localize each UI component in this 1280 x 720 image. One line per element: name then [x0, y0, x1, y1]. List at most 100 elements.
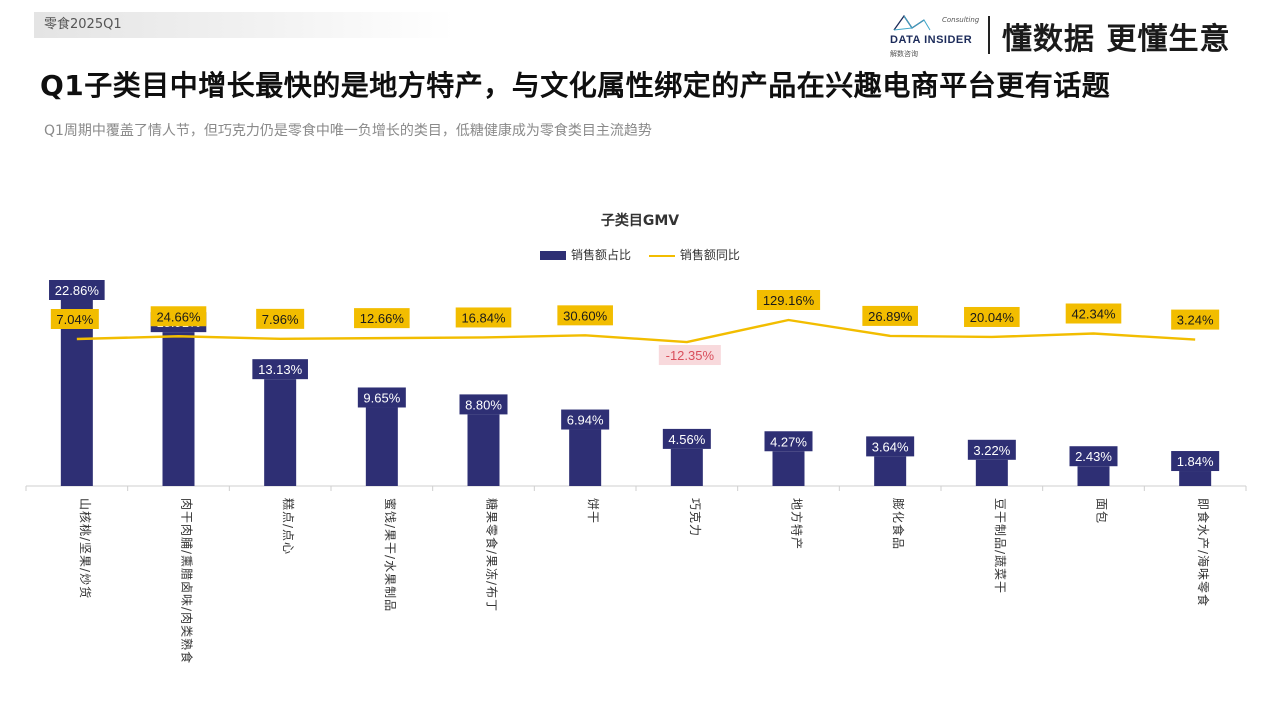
bar-data-label: 3.22% — [967, 439, 1016, 460]
bar-share — [365, 407, 398, 486]
line-data-label: 24.66% — [150, 306, 207, 327]
bar-share — [1077, 466, 1110, 486]
bar-data-label-text: 3.64% — [872, 439, 909, 454]
x-tick-label: 豆干制品/蔬菜干 — [993, 498, 1007, 594]
bar-data-label-text: 8.80% — [465, 397, 502, 412]
line-data-label-text: 20.04% — [970, 310, 1015, 325]
line-data-label: 30.60% — [557, 305, 613, 326]
report-tag: 零食2025Q1 — [34, 12, 454, 38]
page-subtitle: Q1周期中覆盖了情人节，但巧克力仍是零食中唯一负增长的类目，低糖健康成为零食类目… — [44, 123, 652, 139]
line-data-label-bg — [862, 305, 918, 326]
line-data-label-bg — [756, 290, 821, 310]
x-tick-label: 蜜饯/果干/水果制品 — [383, 498, 398, 612]
line-data-label: 3.24% — [1171, 309, 1220, 330]
x-tick-label: 膨化食品 — [891, 498, 906, 550]
chart-legend: 销售额占比 销售额同比 — [540, 246, 754, 263]
bar-share — [1179, 471, 1212, 486]
bar-data-label-text: 9.65% — [363, 390, 400, 405]
brand-name: DATA INSIDER — [890, 34, 973, 46]
line-data-label-bg — [1065, 303, 1122, 324]
bar-share — [467, 414, 500, 486]
bar-data-label-text: 13.13% — [258, 362, 303, 377]
bar-data-label: 13.13% — [252, 359, 308, 380]
bar-data-label-text: 4.56% — [668, 432, 705, 447]
x-tick-label: 糕点/点心 — [281, 498, 295, 555]
bar-data-label: 1.84% — [1171, 451, 1220, 472]
line-data-label-bg — [557, 305, 613, 326]
bar-data-label-bg — [1069, 446, 1118, 467]
bar-data-label: 6.94% — [561, 409, 610, 430]
x-tick-label: 山核桃/坚果/炒货 — [78, 498, 93, 599]
bar-share — [772, 451, 805, 486]
bar-data-label-bg — [1171, 451, 1220, 472]
chart-title: 子类目GMV — [600, 213, 680, 229]
line-data-label: 42.34% — [1065, 303, 1122, 324]
line-data-label-text: 24.66% — [156, 309, 201, 324]
bar-data-label-bg — [459, 394, 508, 415]
line-data-label-text: 30.60% — [563, 308, 608, 323]
line-data-label: 12.66% — [354, 308, 410, 329]
x-tick-label: 糖果零食/果冻/布丁 — [485, 498, 500, 612]
bar-data-label-text: 2.43% — [1075, 449, 1112, 464]
brand-header: Consulting DATA INSIDER 解数咨询 懂数据 更懂生意 — [890, 12, 1250, 58]
line-data-label-bg — [964, 306, 1020, 327]
bar-data-label-bg — [561, 409, 610, 430]
line-data-label-text: 12.66% — [360, 311, 405, 326]
line-data-label-text: 129.16% — [763, 293, 815, 308]
bar-data-label-text: 3.22% — [973, 443, 1010, 458]
bar-data-label-bg — [252, 359, 308, 380]
brand-slogan: 懂数据 更懂生意 — [1002, 22, 1231, 57]
line-data-label-text: 42.34% — [1071, 307, 1116, 322]
line-data-label-bg — [50, 309, 99, 329]
line-data-label-negative-text: -12.35% — [666, 348, 715, 363]
x-tick-label: 肉干肉脯/熏腊卤味/肉类熟食 — [180, 498, 195, 664]
line-data-label: 129.16% — [756, 290, 821, 310]
bar-data-label: 22.86% — [49, 280, 105, 300]
legend-item-share: 销售额占比 — [540, 246, 631, 263]
line-data-label-text: 16.84% — [461, 310, 506, 325]
x-tick-label: 饼干 — [586, 498, 600, 524]
line-data-label-negative: -12.35% — [658, 345, 721, 366]
legend-label-share: 销售额占比 — [571, 248, 632, 262]
x-tick-label: 面包 — [1095, 498, 1109, 524]
data-insider-logo-icon — [893, 14, 931, 31]
line-data-label: 7.04% — [50, 309, 99, 329]
line-data-label-text: 3.24% — [1177, 313, 1214, 328]
bar-share — [670, 448, 703, 486]
x-tick-label: 地方特产 — [790, 498, 805, 550]
line-data-label-text: 7.96% — [262, 312, 299, 327]
bar-data-label: 2.43% — [1069, 446, 1118, 467]
legend-bar-swatch — [540, 251, 566, 260]
brand-cn-name: 解数咨询 — [890, 50, 918, 58]
bar-data-label: 9.65% — [357, 387, 406, 408]
line-data-label-bg — [150, 306, 207, 327]
page-title: Q1子类目中增长最快的是地方特产，与文化属性绑定的产品在兴趣电商平台更有话题 — [40, 69, 1111, 102]
bar-share — [569, 429, 602, 486]
bar-share — [874, 456, 907, 486]
bar-share — [60, 300, 93, 486]
line-yoy — [76, 318, 1196, 344]
bar-data-label: 3.64% — [866, 436, 915, 457]
bar-data-label: 4.56% — [662, 428, 711, 449]
bar-data-label: 4.27% — [764, 431, 813, 452]
line-data-label: 16.84% — [455, 307, 512, 328]
legend-label-yoy: 销售额同比 — [679, 248, 740, 262]
legend-line-swatch — [648, 254, 675, 257]
line-data-label-bg — [455, 307, 512, 328]
line-data-label-bg — [1171, 309, 1220, 330]
line-data-label: 26.89% — [862, 305, 918, 326]
bar-data-label-bg — [866, 436, 915, 457]
line-data-label-bg — [354, 308, 410, 329]
brand-divider — [988, 16, 990, 54]
line-data-label-bg — [256, 308, 305, 329]
bar-share — [264, 379, 297, 486]
bar-data-label-bg — [764, 431, 813, 452]
bar-data-label-text: 4.27% — [770, 434, 807, 449]
bar-data-label-text: 22.86% — [55, 283, 100, 298]
bar-data-label-text: 6.94% — [567, 413, 604, 428]
bar-data-label: 8.80% — [459, 394, 508, 415]
bar-data-label-bg — [967, 439, 1016, 460]
legend-item-yoy: 销售额同比 — [648, 246, 740, 263]
bar-data-label-bg — [49, 280, 105, 300]
bar-data-label-bg — [357, 387, 406, 408]
